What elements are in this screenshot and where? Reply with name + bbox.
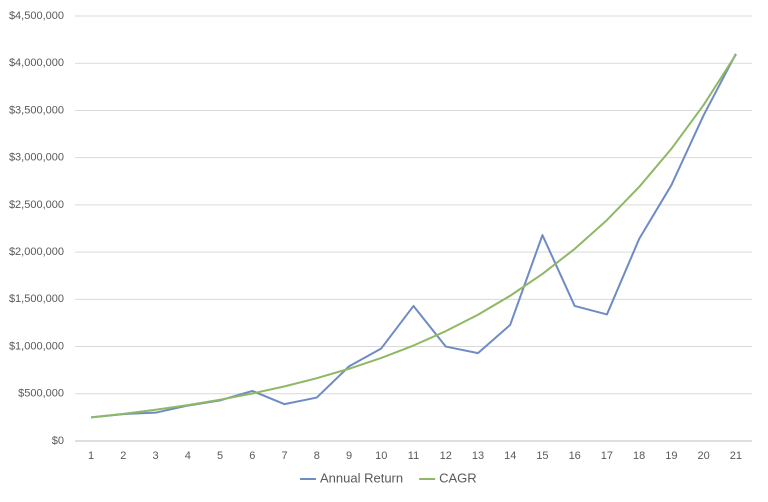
y-tick-label: $2,500,000 [9, 199, 64, 211]
x-tick-label: 5 [217, 450, 223, 462]
x-tick-label: 7 [281, 450, 287, 462]
y-tick-label: $1,500,000 [9, 293, 64, 305]
x-tick-label: 8 [314, 450, 320, 462]
y-tick-label: $500,000 [18, 388, 64, 400]
legend: Annual Return CAGR [300, 470, 477, 485]
x-tick-label: 21 [730, 450, 742, 462]
x-tick-label: 10 [375, 450, 387, 462]
y-tick-label: $2,000,000 [9, 246, 64, 258]
x-tick-label: 3 [153, 450, 159, 462]
x-tick-label: 1 [88, 450, 94, 462]
x-tick-label: 16 [569, 450, 581, 462]
line-series [91, 54, 737, 419]
legend-label: CAGR [439, 470, 477, 485]
y-tick-label: $4,500,000 [9, 10, 64, 22]
x-tick-label: 2 [120, 450, 126, 462]
x-tick-label: 19 [665, 450, 677, 462]
x-tick-label: 17 [601, 450, 613, 462]
y-tick-label: $4,000,000 [9, 57, 64, 69]
x-tick-label: 11 [408, 450, 419, 462]
line-series [91, 53, 737, 419]
y-tick-label: $3,500,000 [9, 104, 64, 116]
x-tick-label: 20 [698, 450, 710, 462]
x-tick-label: 4 [185, 450, 191, 462]
x-tick-label: 6 [249, 450, 255, 462]
y-tick-label: $0 [52, 435, 64, 447]
y-tick-label: $1,000,000 [9, 340, 64, 352]
x-tick-label: 15 [536, 450, 548, 462]
x-tick-label: 18 [633, 450, 645, 462]
x-tick-label: 12 [440, 450, 452, 462]
x-tick-label: 14 [504, 450, 516, 462]
legend-label: Annual Return [320, 470, 403, 485]
x-tick-label: 13 [472, 450, 484, 462]
y-tick-label: $3,000,000 [9, 152, 64, 164]
x-tick-label: 9 [346, 450, 352, 462]
